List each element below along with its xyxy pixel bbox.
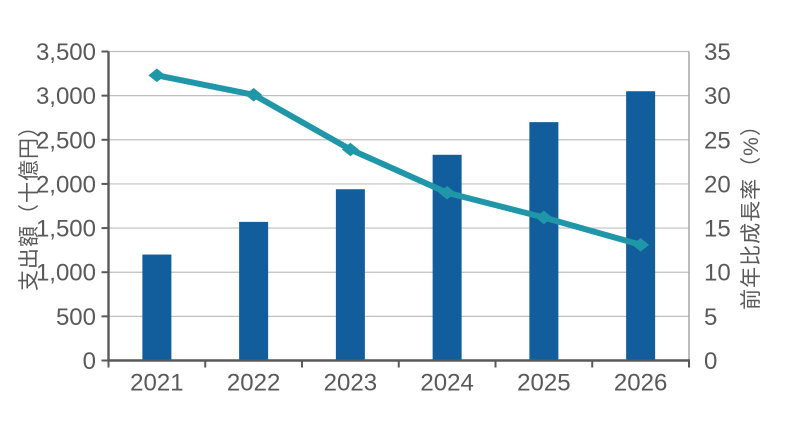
right-axis-tick-label: 10 bbox=[704, 260, 731, 287]
x-axis-label-2023: 2023 bbox=[324, 370, 377, 397]
left-axis-tick-label: 2,500 bbox=[36, 127, 96, 154]
left-axis-tick-label: 3,500 bbox=[36, 39, 96, 66]
bar-2021 bbox=[142, 254, 172, 361]
x-axis-label-2022: 2022 bbox=[227, 370, 280, 397]
left-axis-tick-label: 1,000 bbox=[36, 260, 96, 287]
left-axis-tick-label: 3,000 bbox=[36, 83, 96, 110]
left-axis-tick-label: 2,000 bbox=[36, 171, 96, 198]
right-axis-tick-label: 20 bbox=[704, 171, 731, 198]
x-axis-label-2021: 2021 bbox=[130, 370, 183, 397]
right-axis-tick-label: 5 bbox=[704, 304, 717, 331]
x-axis-label-2024: 2024 bbox=[420, 370, 473, 397]
growth-marker-2025 bbox=[535, 210, 553, 225]
left-axis-tick-label: 1,500 bbox=[36, 216, 96, 243]
growth-marker-2022 bbox=[245, 87, 263, 102]
bar-2026 bbox=[626, 91, 656, 361]
growth-marker-2023 bbox=[341, 142, 359, 157]
bar-2022 bbox=[239, 221, 269, 361]
right-axis-tick-label: 25 bbox=[704, 127, 731, 154]
growth-marker-2021 bbox=[148, 68, 166, 83]
bar-2023 bbox=[335, 189, 365, 361]
right-axis-tick-label: 35 bbox=[704, 39, 731, 66]
right-axis-tick-label: 30 bbox=[704, 83, 731, 110]
left-axis-tick-label: 500 bbox=[56, 304, 96, 331]
right-axis-tick-label: 0 bbox=[704, 348, 717, 375]
right-axis-tick-label: 15 bbox=[704, 216, 731, 243]
x-axis-label-2025: 2025 bbox=[517, 370, 570, 397]
bar-2025 bbox=[529, 122, 559, 361]
x-axis-label-2026: 2026 bbox=[614, 370, 667, 397]
left-axis-tick-label: 0 bbox=[83, 348, 96, 375]
growth-line bbox=[153, 72, 644, 248]
growth-marker-2026 bbox=[632, 238, 650, 252]
growth-marker-2024 bbox=[438, 185, 456, 200]
